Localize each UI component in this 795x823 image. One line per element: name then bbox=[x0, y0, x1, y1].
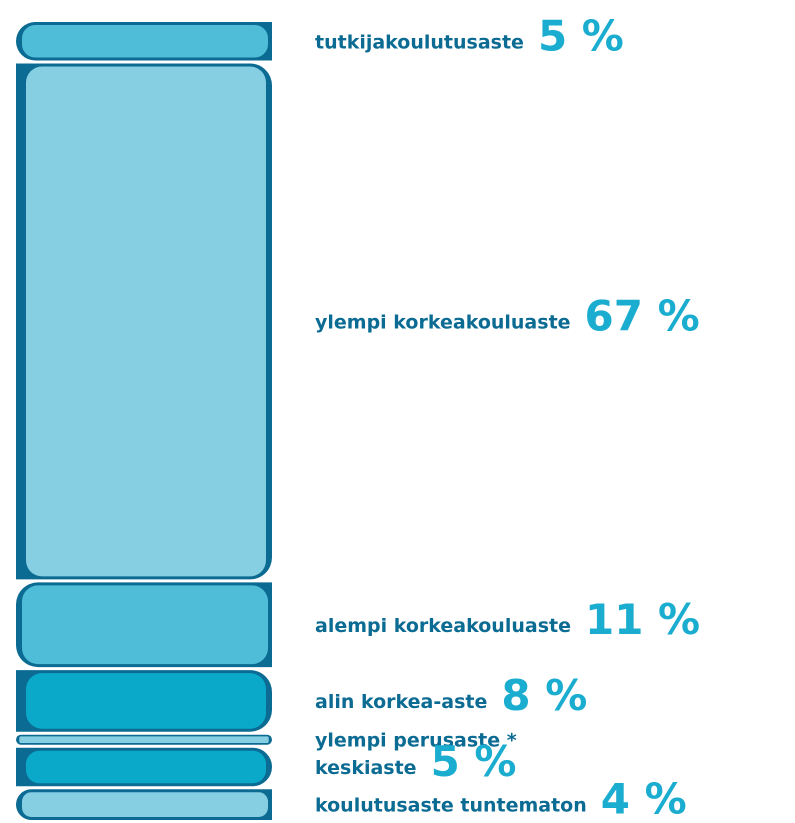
chart: tutkijakoulutusaste 5 % ylempi korkeakoulu… bbox=[0, 0, 795, 823]
category-label: tutkijakoulutusaste bbox=[315, 31, 524, 53]
book-pages bbox=[26, 751, 266, 784]
value-label: 8 % bbox=[501, 671, 587, 720]
value-label: 4 % bbox=[601, 775, 687, 823]
value-label: 5 % bbox=[431, 737, 517, 786]
book-pages bbox=[19, 736, 268, 743]
category-label: alin korkea-aste bbox=[315, 691, 487, 713]
book-pages bbox=[26, 673, 266, 729]
book-pages bbox=[26, 67, 266, 577]
book-pages bbox=[22, 25, 268, 58]
value-label: 5 % bbox=[538, 11, 624, 60]
book-pages bbox=[22, 792, 268, 817]
category-label: keskiaste bbox=[315, 757, 417, 779]
category-label: koulutusaste tuntematon bbox=[315, 795, 587, 817]
book-pages bbox=[22, 585, 268, 664]
category-label: ylempi korkeakouluaste bbox=[315, 311, 571, 333]
page: tutkijakoulutusaste 5 % ylempi korkeakoulu… bbox=[0, 0, 795, 823]
category-label: alempi korkeakouluaste bbox=[315, 615, 571, 637]
value-label: 67 % bbox=[585, 291, 700, 340]
value-label: 11 % bbox=[585, 595, 700, 644]
